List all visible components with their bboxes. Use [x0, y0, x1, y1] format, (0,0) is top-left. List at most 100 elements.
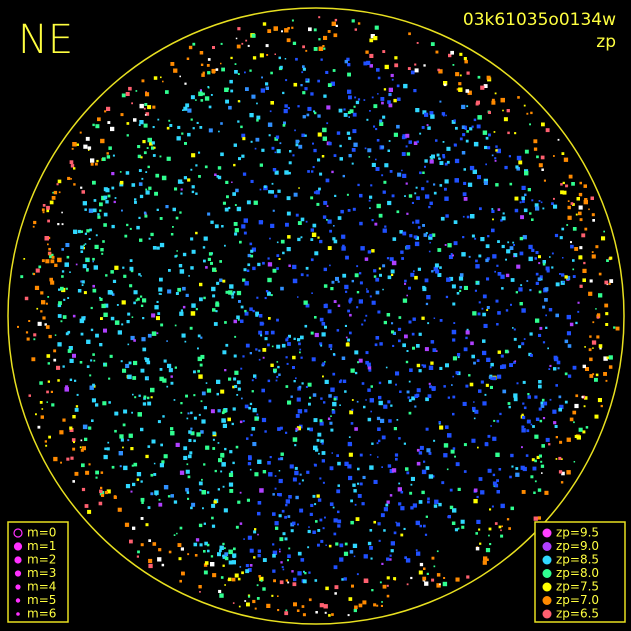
star-dot	[143, 211, 147, 214]
star-dot	[122, 368, 127, 373]
star-dot	[75, 263, 78, 266]
star-dot	[378, 400, 383, 406]
star-dot	[454, 158, 460, 164]
star-dot	[251, 33, 256, 38]
star-dot	[329, 264, 331, 267]
star-dot	[125, 363, 130, 368]
star-dot	[70, 178, 72, 180]
star-dot	[152, 154, 156, 157]
star-dot	[321, 451, 326, 455]
star-dot	[61, 211, 63, 214]
star-dot	[513, 361, 516, 364]
star-dot	[163, 454, 168, 459]
star-dot	[427, 500, 430, 504]
star-dot	[58, 191, 61, 194]
star-dot	[302, 67, 306, 71]
star-dot	[399, 230, 403, 234]
star-dot	[589, 279, 593, 283]
star-dot	[281, 30, 283, 33]
star-dot	[377, 93, 379, 95]
star-dot	[262, 322, 265, 325]
star-dot	[158, 287, 163, 292]
star-dot	[286, 247, 291, 252]
star-dot	[533, 516, 538, 521]
star-dot	[339, 557, 344, 562]
star-dot	[99, 491, 105, 496]
star-dot	[466, 105, 469, 108]
star-dot	[507, 131, 510, 135]
star-dot	[542, 260, 546, 264]
star-dot	[369, 53, 374, 58]
star-dot	[256, 119, 259, 122]
star-dot	[608, 355, 613, 360]
star-dot	[231, 296, 234, 299]
star-dot	[253, 374, 257, 378]
star-dot	[398, 437, 401, 440]
star-dot	[162, 80, 164, 83]
star-dot	[369, 64, 373, 68]
star-dot	[278, 373, 281, 376]
star-dot	[222, 554, 227, 559]
star-dot	[299, 508, 304, 513]
star-dot	[80, 186, 83, 189]
star-dot	[72, 480, 75, 483]
star-dot	[157, 118, 160, 121]
star-dot	[79, 318, 85, 324]
star-dot	[199, 363, 203, 367]
star-dot	[415, 520, 420, 526]
star-dot	[385, 366, 388, 369]
star-dot	[173, 399, 176, 401]
star-dot	[477, 312, 481, 316]
star-dot	[316, 438, 320, 442]
star-dot	[81, 190, 85, 194]
star-dot	[408, 32, 411, 36]
star-dot	[185, 103, 190, 108]
star-dot	[357, 98, 361, 101]
star-dot	[279, 580, 284, 585]
star-dot	[487, 146, 491, 150]
star-dot	[489, 543, 492, 546]
star-dot	[141, 177, 144, 180]
star-dot	[293, 82, 298, 87]
star-dot	[251, 379, 254, 382]
star-dot	[88, 208, 94, 213]
star-dot	[459, 289, 462, 292]
star-dot	[318, 16, 321, 19]
star-dot	[510, 278, 515, 282]
star-dot	[301, 382, 304, 385]
star-dot	[240, 319, 244, 323]
star-dot	[452, 395, 456, 399]
star-dot	[237, 120, 240, 123]
star-dot	[473, 141, 479, 147]
star-dot	[287, 235, 291, 239]
star-dot	[542, 305, 546, 309]
star-dot	[495, 299, 499, 303]
star-dot	[148, 186, 152, 190]
star-dot	[277, 189, 281, 193]
star-dot	[365, 399, 367, 401]
star-dot	[152, 126, 155, 129]
star-dot	[389, 554, 392, 557]
star-dot	[233, 319, 237, 324]
star-dot	[103, 454, 108, 460]
star-dot	[286, 196, 291, 201]
magnitude-label: m=5	[27, 593, 56, 607]
star-dot	[108, 401, 111, 404]
star-dot	[357, 467, 360, 471]
star-dot	[99, 297, 103, 301]
star-dot	[224, 87, 229, 92]
star-dot	[237, 100, 240, 103]
star-dot	[488, 534, 490, 537]
star-dot	[572, 365, 577, 370]
star-dot	[379, 119, 383, 123]
star-dot	[188, 45, 193, 50]
star-dot	[289, 150, 292, 153]
star-dot	[329, 229, 332, 233]
star-dot	[203, 570, 208, 575]
star-dot	[133, 290, 138, 295]
star-dot	[437, 273, 442, 277]
star-dot	[148, 558, 153, 563]
star-dot	[523, 104, 526, 107]
star-dot	[338, 380, 342, 384]
star-dot	[485, 383, 489, 387]
